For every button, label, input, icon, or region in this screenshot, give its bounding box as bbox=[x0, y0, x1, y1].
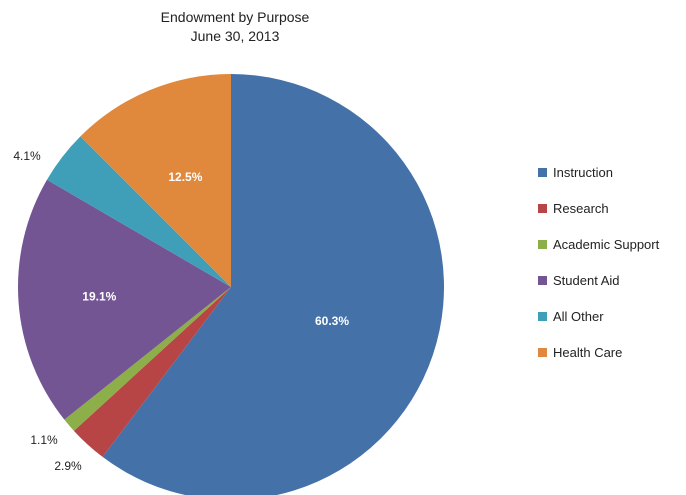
pie-slice-all-other bbox=[46, 136, 232, 287]
pie-slice-research bbox=[73, 287, 231, 457]
legend-swatch bbox=[538, 203, 547, 213]
chart-legend: Instruction Research Academic Support Stude… bbox=[538, 163, 659, 379]
data-label-health-care: 12.5% bbox=[168, 170, 202, 184]
chart-title-block: Endowment by Purpose June 30, 2013 bbox=[0, 8, 470, 46]
legend-swatch bbox=[538, 239, 547, 249]
data-label-all-other: 4.1% bbox=[13, 149, 41, 163]
legend-swatch bbox=[538, 275, 547, 285]
chart-title: Endowment by Purpose bbox=[160, 9, 310, 25]
legend-swatch bbox=[538, 347, 547, 357]
legend-item-all-other: All Other bbox=[538, 307, 659, 325]
pie-slice-student-aid bbox=[17, 179, 231, 420]
data-label-research: 2.9% bbox=[54, 459, 82, 473]
legend-item-student-aid: Student Aid bbox=[538, 271, 659, 289]
pie-slice-instruction bbox=[102, 74, 444, 495]
data-label-student-aid: 19.1% bbox=[82, 290, 116, 304]
data-label-instruction: 60.3% bbox=[315, 314, 349, 328]
legend-label: Health Care bbox=[553, 344, 623, 360]
pie-slice-academic-support bbox=[64, 287, 231, 431]
data-label-academic-support: 1.1% bbox=[30, 433, 58, 447]
legend-swatch bbox=[538, 167, 547, 177]
legend-item-academic-support: Academic Support bbox=[538, 235, 659, 253]
pie-slices bbox=[17, 74, 444, 495]
legend-label: Instruction bbox=[553, 164, 613, 180]
pie-slice-health-care bbox=[80, 74, 231, 287]
legend-label: All Other bbox=[553, 308, 604, 324]
legend-label: Academic Support bbox=[553, 236, 660, 252]
legend-item-research: Research bbox=[538, 199, 659, 217]
legend-label: Research bbox=[553, 200, 609, 216]
legend-swatch bbox=[538, 311, 547, 321]
legend-label: Student Aid bbox=[553, 272, 620, 288]
pie-labels: 60.3% 2.9% 1.1% 19.1% 4.1% 12.5% bbox=[13, 149, 349, 473]
legend-item-health-care: Health Care bbox=[538, 343, 659, 361]
pie-chart: 60.3% 2.9% 1.1% 19.1% 4.1% 12.5% bbox=[13, 74, 444, 495]
legend-item-instruction: Instruction bbox=[538, 163, 659, 181]
chart-subtitle: June 30, 2013 bbox=[190, 28, 280, 44]
